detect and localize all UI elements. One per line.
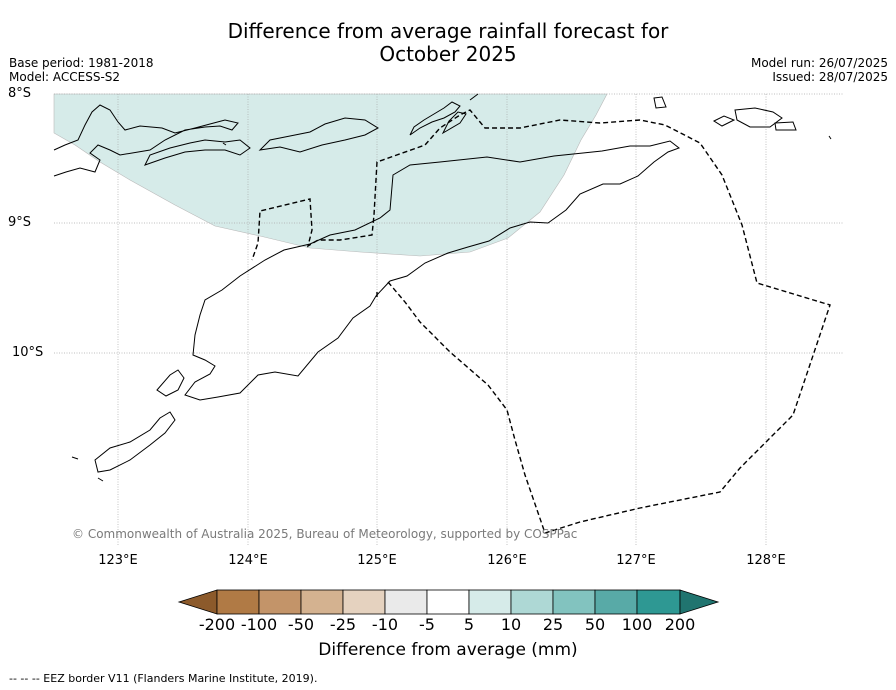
- colorbar-extend-low: [177, 589, 218, 615]
- model-name: Model: ACCESS-S2: [9, 70, 121, 84]
- eez-timor-leste-east: [251, 109, 831, 534]
- lon-label-124e: 124°E: [228, 553, 268, 568]
- colorbar-tick: 10: [500, 615, 522, 634]
- eez-border: [251, 109, 831, 534]
- lon-label-126e: 126°E: [487, 553, 527, 568]
- coastline-savu: [94, 411, 176, 473]
- lon-label-127e: 127°E: [616, 553, 656, 568]
- colorbar-box-5: [384, 589, 428, 615]
- coastline-islet-1: [469, 93, 479, 101]
- map-title: Difference from average rainfall forecas…: [0, 20, 896, 66]
- colorbar-tick: -100: [240, 615, 278, 634]
- coastline-wetar-east: [441, 111, 467, 135]
- colorbar-tick: 25: [542, 615, 564, 634]
- colorbar-box-4: [342, 589, 386, 615]
- gridlines: [54, 93, 843, 545]
- colorbar-tick: -25: [329, 615, 357, 634]
- colorbar-tick: 50: [584, 615, 606, 634]
- coastline-savu-small-2: [97, 477, 104, 482]
- colorbar-box-8: [510, 589, 554, 615]
- coastline-solor: [144, 139, 251, 166]
- meta-left: Base period: 1981-2018 Model: ACCESS-S2: [9, 56, 154, 84]
- coastline-north-chain: [53, 104, 239, 177]
- lon-label-123e: 123°E: [98, 553, 138, 568]
- colorbar-tick: -200: [198, 615, 236, 634]
- coastline-timor: [184, 140, 681, 401]
- title-line-1: Difference from average rainfall forecas…: [227, 19, 669, 43]
- coastline-islet-6: [828, 135, 832, 140]
- coastline-wetar-west: [409, 101, 461, 136]
- coastline-savu-small: [71, 456, 79, 460]
- colorbar-box-1: [216, 589, 260, 615]
- eez-footnote: -- -- -- EEZ border V11 (Flanders Marine…: [9, 672, 318, 685]
- colorbar-tick: 100: [621, 615, 653, 634]
- model-run: Model run: 26/07/2025: [750, 56, 888, 70]
- coastline-rote: [156, 369, 185, 397]
- colorbar-tick: -50: [287, 615, 315, 634]
- colorbar-box-10: [594, 589, 638, 615]
- title-line-2: October 2025: [379, 42, 517, 66]
- colorbar-extend-high: [679, 589, 720, 615]
- lat-label-9s: 9°S: [8, 215, 32, 230]
- copyright-notice: © Commonwealth of Australia 2025, Bureau…: [72, 527, 578, 541]
- colorbar-box-11: [636, 589, 681, 615]
- base-period: Base period: 1981-2018: [9, 56, 154, 70]
- colorbar-tick: 5: [463, 615, 475, 634]
- colorbar-tick: -10: [371, 615, 399, 634]
- shaded-region: [53, 93, 608, 257]
- colorbar-box-7: [468, 589, 512, 615]
- lon-label-125e: 125°E: [357, 553, 397, 568]
- colorbar-tick: -5: [419, 615, 435, 634]
- meta-right: Model run: 26/07/2025 Issued: 28/07/2025: [751, 56, 888, 84]
- lat-label-8s: 8°S: [8, 86, 32, 101]
- colorbar-box-9: [552, 589, 596, 615]
- colorbar: [177, 589, 720, 615]
- colorbar-tick: 200: [664, 615, 696, 634]
- coastline-islet-3: [712, 115, 736, 127]
- coastline-alor: [258, 117, 380, 153]
- issued-date: Issued: 28/07/2025: [772, 70, 888, 84]
- coastline-islet-5: [774, 121, 797, 131]
- colorbar-tick-labels: -200 -100 -50 -25 -10 -5 5 10 25 50 100 …: [0, 615, 896, 635]
- coastline-islet-7: [222, 142, 227, 146]
- colorbar-label: Difference from average (mm): [318, 640, 578, 660]
- lon-label-128e: 128°E: [746, 553, 786, 568]
- colorbar-box-2: [258, 589, 302, 615]
- colorbar-box-3: [300, 589, 344, 615]
- coastlines: [53, 93, 832, 482]
- lat-label-10s: 10°S: [12, 345, 44, 360]
- coastline-islet-2: [653, 96, 667, 109]
- colorbar-box-6: [426, 589, 470, 615]
